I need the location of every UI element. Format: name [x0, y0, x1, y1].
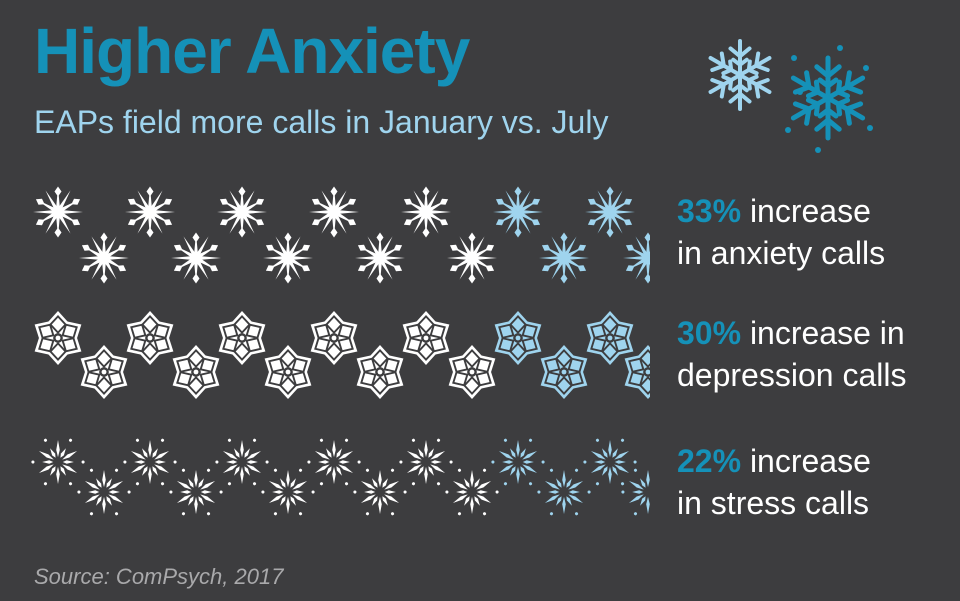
stat-stress-label-2: in stress calls — [677, 485, 870, 521]
stress-baseline-snowflake-icon — [77, 468, 131, 516]
stress-increase-snowflake-icon — [491, 438, 545, 486]
anxiety-increase-snowflake-icon — [585, 186, 635, 238]
stat-anxiety-value: 33% — [677, 193, 742, 229]
decor-dot — [797, 89, 803, 95]
anxiety-increase-snowflake-icon — [539, 232, 589, 284]
stat-anxiety: 33% increase in anxiety calls — [677, 190, 885, 274]
stress-baseline-snowflake-icon — [399, 438, 453, 486]
stress-baseline-snowflake-icon — [123, 438, 177, 486]
depression-baseline-snowflake-icon — [448, 345, 496, 399]
stress-increase-snowflake-icon — [621, 468, 650, 516]
stress-baseline-snowflake-icon — [215, 438, 269, 486]
stress-baseline-snowflake-icon — [353, 468, 407, 516]
depression-increase-snowflake-icon — [624, 345, 650, 399]
decor-dot — [863, 65, 869, 71]
stat-anxiety-label-1: increase — [741, 193, 871, 229]
stat-depression: 30% increase in depression calls — [677, 312, 906, 396]
depression-baseline-snowflake-icon — [126, 311, 174, 365]
stress-baseline-snowflake-icon — [31, 438, 85, 486]
depression-baseline-snowflake-icon — [310, 311, 358, 365]
stat-anxiety-label-2: in anxiety calls — [677, 235, 886, 271]
page-title: Higher Anxiety — [34, 15, 470, 87]
stress-baseline-snowflake-icon — [445, 468, 499, 516]
anxiety-baseline-snowflake-icon — [217, 186, 267, 238]
stat-depression-label-2: depression calls — [677, 357, 907, 393]
stress-baseline-snowflake-icon — [261, 468, 315, 516]
depression-baseline-snowflake-icon — [172, 345, 220, 399]
depression-baseline-snowflake-icon — [264, 345, 312, 399]
decor-dot — [785, 127, 791, 133]
anxiety-increase-snowflake-icon — [493, 186, 543, 238]
anxiety-increase-snowflake-icon — [623, 232, 650, 284]
snowflake-decoration — [708, 39, 873, 153]
anxiety-baseline-snowflake-icon — [447, 232, 497, 284]
decor-snowflake-icon — [790, 55, 866, 141]
anxiety-baseline-snowflake-icon — [401, 186, 451, 238]
stat-stress: 22% increase in stress calls — [677, 440, 871, 524]
decor-dot — [867, 125, 873, 131]
depression-increase-snowflake-icon — [494, 311, 542, 365]
depression-baseline-snowflake-icon — [402, 311, 450, 365]
anxiety-baseline-snowflake-icon — [79, 232, 129, 284]
depression-increase-snowflake-icon — [540, 345, 588, 399]
decor-dot — [815, 147, 821, 153]
stress-increase-snowflake-icon — [537, 468, 591, 516]
anxiety-baseline-snowflake-icon — [355, 232, 405, 284]
source-note: Source: ComPsych, 2017 — [34, 564, 284, 589]
pictograph-snowflakes — [31, 186, 650, 516]
stat-stress-value: 22% — [677, 443, 742, 479]
page-subtitle: EAPs field more calls in January vs. Jul… — [34, 104, 609, 140]
anxiety-baseline-snowflake-icon — [125, 186, 175, 238]
depression-baseline-snowflake-icon — [34, 311, 82, 365]
depression-increase-snowflake-icon — [586, 311, 634, 365]
stress-baseline-snowflake-icon — [169, 468, 223, 516]
anxiety-baseline-snowflake-icon — [309, 186, 359, 238]
depression-baseline-snowflake-icon — [356, 345, 404, 399]
stat-depression-value: 30% — [677, 315, 742, 351]
depression-baseline-snowflake-icon — [218, 311, 266, 365]
decor-dot — [791, 55, 797, 61]
stress-baseline-snowflake-icon — [307, 438, 361, 486]
anxiety-baseline-snowflake-icon — [33, 186, 83, 238]
stat-depression-label-1: increase in — [741, 315, 905, 351]
anxiety-baseline-snowflake-icon — [263, 232, 313, 284]
decor-snowflake-icon — [708, 39, 772, 111]
depression-baseline-snowflake-icon — [80, 345, 128, 399]
anxiety-baseline-snowflake-icon — [171, 232, 221, 284]
stat-stress-label-1: increase — [741, 443, 871, 479]
decor-dot — [837, 45, 843, 51]
stress-increase-snowflake-icon — [583, 438, 637, 486]
